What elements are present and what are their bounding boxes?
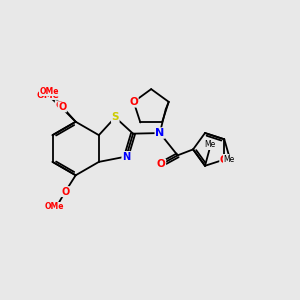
Text: O: O bbox=[61, 187, 69, 196]
Text: S: S bbox=[112, 112, 119, 122]
Text: N: N bbox=[155, 128, 164, 138]
Text: O: O bbox=[220, 154, 229, 164]
Text: OMe: OMe bbox=[36, 91, 59, 100]
Text: S: S bbox=[112, 112, 119, 122]
Text: N: N bbox=[122, 152, 130, 161]
Text: O: O bbox=[220, 154, 228, 164]
Text: O: O bbox=[130, 97, 138, 107]
Text: N: N bbox=[155, 128, 164, 138]
Text: O: O bbox=[157, 159, 165, 169]
Text: O: O bbox=[55, 101, 63, 110]
Text: N: N bbox=[122, 152, 130, 161]
Text: O: O bbox=[129, 97, 138, 107]
Text: OMe: OMe bbox=[39, 87, 59, 96]
Text: OMe: OMe bbox=[44, 202, 64, 211]
Text: Me: Me bbox=[204, 140, 215, 149]
Text: O: O bbox=[58, 102, 66, 112]
Text: Me: Me bbox=[223, 155, 234, 164]
Text: O: O bbox=[157, 159, 166, 169]
